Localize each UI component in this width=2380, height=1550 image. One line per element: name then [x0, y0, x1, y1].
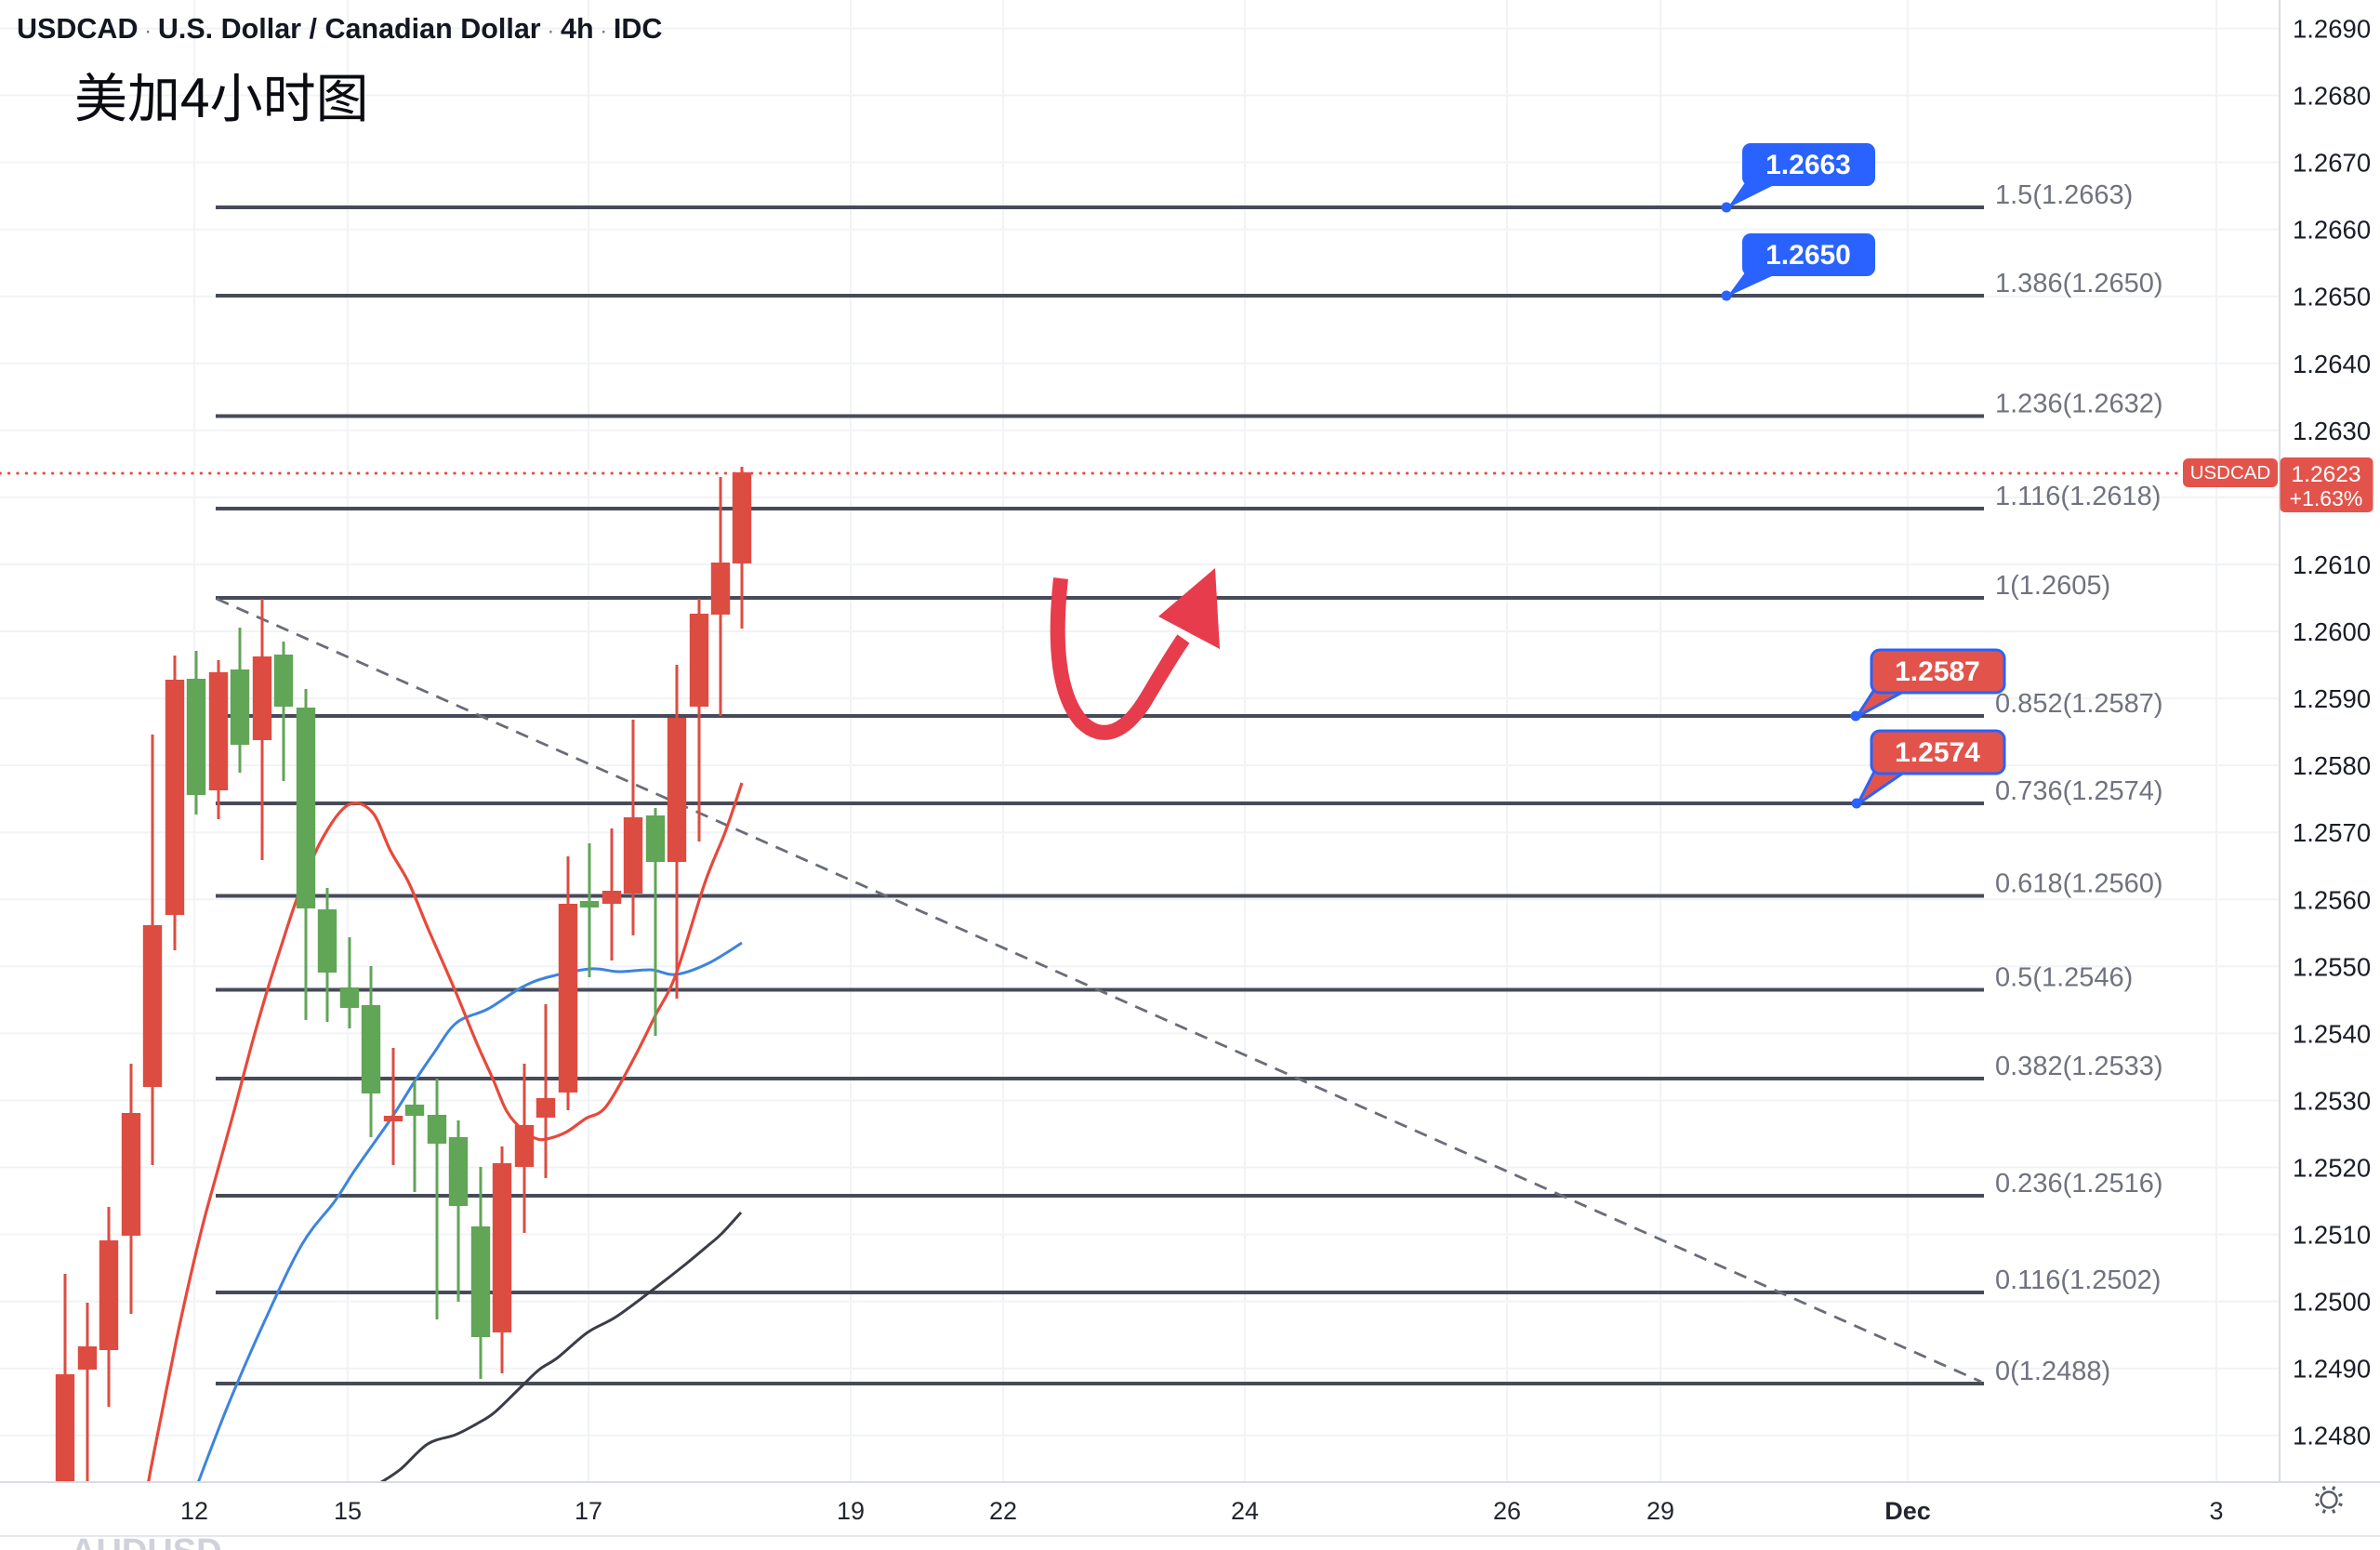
- svg-text:Dec: Dec: [1884, 1497, 1931, 1525]
- svg-text:29: 29: [1646, 1497, 1674, 1525]
- svg-text:1.2650: 1.2650: [2293, 283, 2371, 311]
- svg-text:0.382(1.2533): 0.382(1.2533): [1995, 1052, 2163, 1081]
- svg-text:1.386(1.2650): 1.386(1.2650): [1995, 269, 2163, 298]
- svg-text:1.2623: 1.2623: [2292, 462, 2361, 487]
- svg-text:24: 24: [1231, 1497, 1259, 1525]
- svg-text:15: 15: [334, 1497, 362, 1525]
- svg-text:12: 12: [180, 1497, 208, 1525]
- svg-text:1.2640: 1.2640: [2293, 350, 2371, 378]
- svg-text:1.2663: 1.2663: [1765, 150, 1851, 180]
- svg-text:1.2660: 1.2660: [2293, 216, 2371, 245]
- svg-text:0.116(1.2502): 0.116(1.2502): [1995, 1265, 2161, 1295]
- svg-text:1.5(1.2663): 1.5(1.2663): [1995, 180, 2133, 210]
- svg-text:22: 22: [989, 1497, 1017, 1525]
- svg-text:1.2480: 1.2480: [2293, 1422, 2371, 1451]
- svg-text:USDCAD: USDCAD: [2190, 462, 2271, 484]
- svg-text:1.2690: 1.2690: [2293, 15, 2371, 44]
- svg-text:1.116(1.2618): 1.116(1.2618): [1995, 482, 2161, 511]
- svg-text:AUDUSD: AUDUSD: [71, 1532, 222, 1550]
- svg-text:1.2550: 1.2550: [2293, 952, 2371, 981]
- svg-text:1.2670: 1.2670: [2293, 149, 2371, 178]
- svg-text:1.2580: 1.2580: [2293, 751, 2371, 780]
- svg-text:1.2520: 1.2520: [2293, 1154, 2371, 1183]
- svg-text:1.2510: 1.2510: [2293, 1221, 2371, 1250]
- svg-text:1.2490: 1.2490: [2293, 1355, 2371, 1384]
- svg-text:1.2587: 1.2587: [1895, 656, 1980, 687]
- svg-text:+1.63%: +1.63%: [2290, 486, 2363, 510]
- svg-text:3: 3: [2209, 1497, 2223, 1525]
- svg-text:1.236(1.2632): 1.236(1.2632): [1995, 390, 2163, 419]
- svg-text:1.2530: 1.2530: [2293, 1087, 2371, 1116]
- svg-text:17: 17: [575, 1497, 602, 1525]
- svg-text:1.2590: 1.2590: [2293, 684, 2371, 713]
- svg-text:1.2600: 1.2600: [2293, 617, 2371, 646]
- svg-text:0.618(1.2560): 0.618(1.2560): [1995, 869, 2163, 899]
- svg-text:1(1.2605): 1(1.2605): [1995, 571, 2110, 601]
- svg-text:0.736(1.2574): 0.736(1.2574): [1995, 776, 2163, 806]
- svg-text:1.2500: 1.2500: [2293, 1288, 2371, 1317]
- svg-text:1.2650: 1.2650: [1765, 240, 1851, 271]
- svg-text:1.2680: 1.2680: [2293, 82, 2371, 111]
- svg-text:0(1.2488): 0(1.2488): [1995, 1357, 2110, 1386]
- svg-text:1.2540: 1.2540: [2293, 1019, 2371, 1048]
- svg-text:1.2560: 1.2560: [2293, 885, 2371, 914]
- svg-text:0.852(1.2587): 0.852(1.2587): [1995, 689, 2163, 719]
- svg-text:1.2570: 1.2570: [2293, 818, 2371, 847]
- svg-text:0.236(1.2516): 0.236(1.2516): [1995, 1169, 2163, 1199]
- svg-text:19: 19: [837, 1497, 865, 1525]
- svg-text:1.2630: 1.2630: [2293, 417, 2371, 445]
- svg-text:0.5(1.2546): 0.5(1.2546): [1995, 963, 2133, 993]
- svg-text:26: 26: [1493, 1497, 1521, 1525]
- svg-text:1.2574: 1.2574: [1895, 737, 1980, 768]
- svg-text:1.2610: 1.2610: [2293, 550, 2371, 579]
- svg-text:USDCAD · U.S. Dollar / Canadia: USDCAD · U.S. Dollar / Canadian Dollar ·…: [17, 13, 662, 45]
